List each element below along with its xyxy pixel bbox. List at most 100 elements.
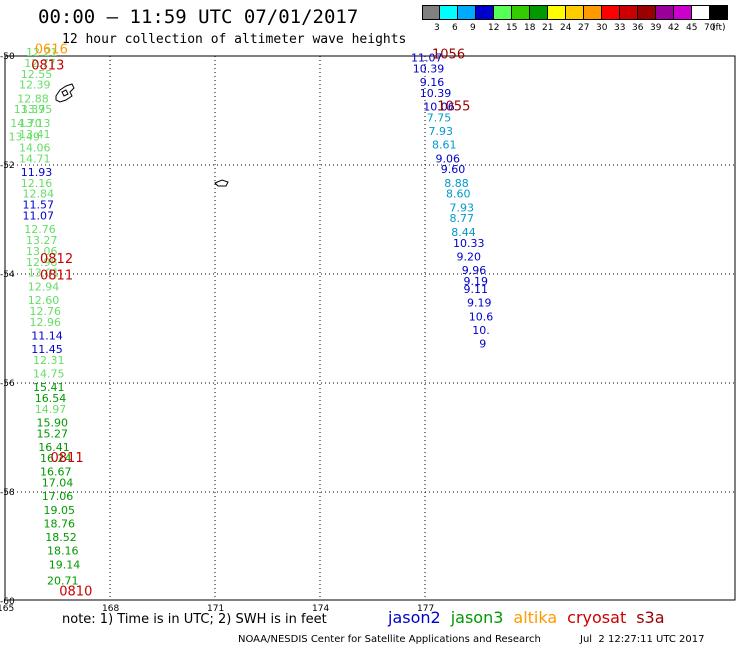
swh-value: 12.21 (26, 46, 58, 59)
legend-label: 45 (686, 23, 698, 33)
legend-swatch (584, 5, 602, 20)
swh-value: 16.67 (40, 466, 72, 479)
legend-label: 36 (632, 23, 644, 33)
lat-tick-label: -56 (0, 379, 15, 389)
swh-value: 8.61 (432, 139, 457, 152)
legend-swatch (602, 5, 620, 20)
swh-value: 13.27 (26, 234, 58, 247)
lat-tick-label: -58 (0, 488, 15, 498)
swh-value: 9 (479, 338, 486, 351)
legend-label: 27 (578, 23, 590, 33)
legend-swatch (656, 5, 674, 20)
swh-value: 12.76 (30, 305, 62, 318)
swh-value: 12.39 (19, 79, 51, 92)
pass-time: 0616 (35, 42, 68, 57)
legend-label: 42 (668, 23, 680, 33)
swh-value: 14.75 (33, 368, 65, 381)
swh-value: 17.04 (42, 477, 74, 490)
swh-value: 14.71 (19, 152, 51, 165)
swh-value: 9.60 (441, 163, 466, 176)
satellite-cryosat: cryosat (567, 608, 627, 627)
swh-value: 9.19 (464, 275, 489, 288)
legend-label: 15 (506, 23, 518, 33)
swh-value: 9.11 (464, 283, 489, 296)
lon-tick-label: 165 (0, 604, 14, 614)
swh-value: 8.77 (450, 212, 475, 225)
swh-value: 14.70 (10, 117, 42, 130)
legend-label: 9 (470, 23, 476, 33)
legend-swatch (620, 5, 638, 20)
pass-time: 0810 (59, 585, 92, 600)
swh-value: 18.76 (44, 517, 76, 530)
satellite-key: jason2 jason3 altika cryosat s3a (388, 608, 675, 627)
credit-line: NOAA/NESDIS Center for Satellite Applica… (238, 634, 541, 645)
swh-value: 13.06 (26, 245, 58, 258)
swh-value: 12.98 (26, 256, 58, 269)
small-island-outline (214, 179, 229, 187)
legend-label: 39 (650, 23, 662, 33)
swh-value: 9.16 (420, 76, 445, 89)
legend-unit: (ft) (712, 23, 726, 33)
legend-swatch (674, 5, 692, 20)
swh-value: 11.14 (31, 329, 63, 342)
swh-value: 13.41 (19, 128, 51, 141)
swh-value: 11.07 (23, 210, 55, 223)
legend-label: 24 (560, 23, 572, 33)
lon-tick-label: 171 (207, 604, 224, 614)
swh-value: 12.60 (28, 294, 60, 307)
swh-value: 8.44 (451, 226, 476, 239)
satellite-jason3: jason3 (450, 608, 504, 627)
swh-value: 8.88 (444, 177, 469, 190)
legend-label: 33 (614, 23, 626, 33)
swh-value: 13.49 (9, 130, 41, 143)
swh-readings: 12.2112.7712.5512.3912.8813.3913.7514.70… (9, 46, 494, 588)
swh-value: 9.06 (436, 152, 461, 165)
island-outline (55, 83, 75, 103)
swh-value: 12.94 (28, 280, 60, 293)
swh-value: 7.93 (429, 125, 454, 138)
legend-swatch (422, 5, 440, 20)
satellite-altika: altika (513, 608, 558, 627)
legend-swatch (494, 5, 512, 20)
legend-swatch (692, 5, 710, 20)
lat-tick-label: -52 (0, 161, 15, 171)
swh-value: 9.19 (467, 297, 492, 310)
swh-value: 12.16 (21, 177, 53, 190)
swh-value: 9.96 (462, 264, 487, 277)
swh-value: 11.93 (21, 166, 53, 179)
swh-value: 15.41 (33, 381, 65, 394)
pass-time: 0811 (40, 268, 73, 283)
swh-value: 13.39 (14, 103, 46, 116)
pass-time: 0813 (31, 59, 64, 74)
swh-value: 10.33 (453, 237, 485, 250)
map-grid (4, 55, 736, 601)
swh-value: 16.54 (35, 392, 67, 405)
axis-labels: -50 -52 -54 -56 -58 -60165 168 171 174 177 (0, 52, 434, 614)
swh-value: 10.6 (469, 310, 494, 323)
legend-swatch (458, 5, 476, 20)
swh-value: 10.06 (423, 101, 455, 114)
swh-value: 10.39 (413, 62, 445, 75)
swh-value: 9.20 (457, 250, 482, 263)
pass-time: 0812 (40, 252, 73, 267)
swh-value: 14.06 (19, 141, 51, 154)
map-title: 00:00 – 11:59 UTC 07/01/2017 (38, 6, 359, 28)
satellite-jason2: jason2 (388, 608, 441, 627)
swh-value: 12.55 (21, 68, 53, 81)
swh-value: 11.57 (23, 199, 55, 212)
legend-label: 21 (542, 23, 554, 33)
pass-time: 1055 (437, 100, 470, 115)
pass-time: 1056 (432, 48, 465, 63)
swh-value: 14.97 (35, 403, 67, 416)
swh-value: 13.75 (21, 103, 53, 116)
legend-swatch (476, 5, 494, 20)
legend-label: 18 (524, 23, 536, 33)
map-frame (4, 55, 736, 601)
swh-value: 12.76 (24, 223, 56, 236)
legend-swatch (566, 5, 584, 20)
swh-value: 13.01 (28, 267, 60, 280)
legend-swatch (548, 5, 566, 20)
coastline (55, 83, 229, 187)
map-subtitle: 12 hour collection of altimeter wave hei… (62, 32, 407, 47)
swh-value: 20.71 (47, 575, 79, 588)
